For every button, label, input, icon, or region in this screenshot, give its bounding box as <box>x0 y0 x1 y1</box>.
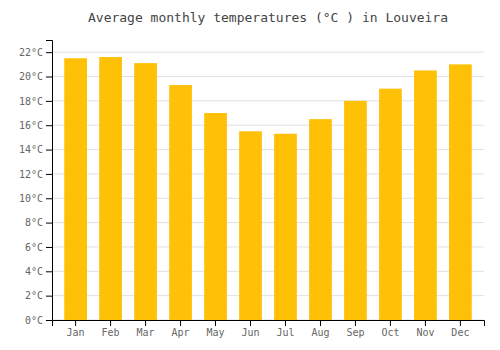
y-tick-mark <box>46 77 52 78</box>
x-tick: Aug <box>311 320 329 338</box>
x-tick-mark <box>320 320 321 326</box>
x-tick-label: Jan <box>67 327 85 338</box>
x-tick: Jul <box>276 320 294 338</box>
x-tick: Apr <box>172 320 190 338</box>
y-tick: 16°C <box>19 120 52 131</box>
y-tick-label: 8°C <box>25 217 43 228</box>
y-tick-label: 16°C <box>19 120 43 131</box>
x-tick-label: Jun <box>241 327 259 338</box>
x-tick: Sep <box>346 320 364 338</box>
y-tick-mark <box>46 247 52 248</box>
y-tick-label: 14°C <box>19 144 43 155</box>
x-tick-mark <box>250 320 251 326</box>
x-tick: Oct <box>381 320 399 338</box>
x-tick: Mar <box>137 320 155 338</box>
y-axis-line <box>46 41 53 321</box>
bar <box>204 113 227 320</box>
x-tick-label: Nov <box>416 327 434 338</box>
x-tick-mark <box>425 320 426 326</box>
y-tick: 0°C <box>25 315 52 326</box>
y-tick-label: 10°C <box>19 193 43 204</box>
bar <box>309 119 332 320</box>
x-tick-mark <box>355 320 356 326</box>
x-tick-mark <box>390 320 391 326</box>
y-tick-label: 6°C <box>25 242 43 253</box>
plot: 0°C 2°C 4°C 6°C 8°C 10°C 12°C 14°C 16°C 18°C 20°C 2… <box>19 41 485 339</box>
y-tick-label: 20°C <box>19 71 43 82</box>
y-tick-mark <box>46 296 52 297</box>
grid <box>52 52 484 320</box>
y-tick-mark <box>46 271 52 272</box>
y-tick: 20°C <box>19 71 52 82</box>
y-tick: 22°C <box>19 47 52 58</box>
x-tick-label: Mar <box>137 327 155 338</box>
y-tick-mark <box>46 125 52 126</box>
y-tick-label: 4°C <box>25 266 43 277</box>
bar <box>99 57 122 320</box>
y-tick: 8°C <box>25 217 52 228</box>
x-axis: Jan Feb Mar Apr May Jun Jul Aug Sep Oct Nov Dec <box>53 320 485 338</box>
x-tick: May <box>206 320 224 338</box>
y-tick: 10°C <box>19 193 52 204</box>
x-tick-mark <box>460 320 461 326</box>
x-tick-label: Oct <box>381 327 399 338</box>
bar <box>64 58 87 320</box>
y-tick-mark <box>46 198 52 199</box>
y-tick-mark <box>46 223 52 224</box>
bar <box>274 134 297 320</box>
x-tick-mark <box>215 320 216 326</box>
x-tick-label: Feb <box>102 327 120 338</box>
y-tick-label: 18°C <box>19 96 43 107</box>
bar <box>134 63 157 320</box>
y-tick-label: 0°C <box>25 315 43 326</box>
x-tick: Jan <box>67 320 85 338</box>
x-tick-mark <box>145 320 146 326</box>
y-axis: 0°C 2°C 4°C 6°C 8°C 10°C 12°C 14°C 16°C 18°C 20°C 2… <box>19 41 53 326</box>
bar <box>169 85 192 320</box>
bar <box>344 101 367 320</box>
y-tick: 6°C <box>25 242 52 253</box>
y-tick-label: 12°C <box>19 169 43 180</box>
x-tick-label: Sep <box>346 327 364 338</box>
x-tick-label: May <box>206 327 224 338</box>
x-tick-mark <box>285 320 286 326</box>
y-tick-mark <box>46 150 52 151</box>
x-tick-label: Dec <box>451 327 469 338</box>
y-tick-label: 2°C <box>25 290 43 301</box>
x-tick: Nov <box>416 320 434 338</box>
y-tick: 14°C <box>19 144 52 155</box>
x-tick: Feb <box>102 320 120 338</box>
y-tick: 18°C <box>19 96 52 107</box>
y-tick-mark <box>46 320 52 321</box>
chart: 0°C 2°C 4°C 6°C 8°C 10°C 12°C 14°C 16°C 18°C 20°C 2… <box>0 0 500 350</box>
y-tick-mark <box>46 101 52 102</box>
bar <box>239 131 262 320</box>
y-tick-mark <box>46 174 52 175</box>
x-tick-mark <box>180 320 181 326</box>
y-tick-label: 22°C <box>19 47 43 58</box>
x-tick: Dec <box>451 320 469 338</box>
y-tick: 12°C <box>19 169 52 180</box>
x-tick-mark <box>75 320 76 326</box>
y-tick: 4°C <box>25 266 52 277</box>
title: Average monthly temperatures (°C ) in Lo… <box>88 10 448 25</box>
x-tick: Jun <box>241 320 259 338</box>
x-axis-line <box>53 321 485 327</box>
x-tick-label: Aug <box>311 327 329 338</box>
x-tick-label: Jul <box>276 327 294 338</box>
bar <box>379 89 402 320</box>
y-tick-mark <box>46 52 52 53</box>
grid-line <box>52 52 484 53</box>
bar <box>414 70 437 320</box>
x-tick-mark <box>110 320 111 326</box>
bars <box>64 57 472 320</box>
y-tick: 2°C <box>25 290 52 301</box>
x-tick-label: Apr <box>172 327 190 338</box>
bar <box>449 64 472 320</box>
